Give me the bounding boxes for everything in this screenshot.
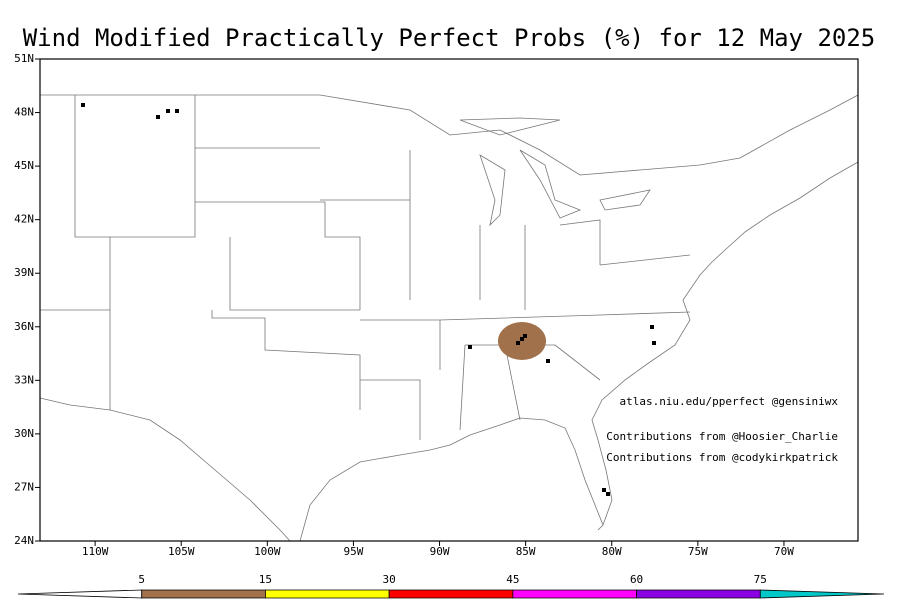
colorbar-label: 60 — [630, 573, 643, 586]
y-tick-label: 30N — [14, 427, 34, 440]
x-tick-label: 75W — [688, 545, 708, 558]
colorbar-segment — [512, 589, 637, 599]
colorbar-segment — [17, 589, 143, 599]
report — [166, 109, 170, 113]
x-tick-label: 110W — [82, 545, 109, 558]
x-tick-label: 80W — [602, 545, 622, 558]
report — [81, 103, 85, 107]
y-tick-label: 42N — [14, 213, 34, 226]
colorbar-label: 5 — [138, 573, 145, 586]
colorbar-segment — [388, 589, 514, 599]
colorbar-label: 30 — [383, 573, 396, 586]
y-tick-label: 33N — [14, 373, 34, 386]
report — [468, 345, 472, 349]
x-tick-label: 70W — [774, 545, 794, 558]
report — [520, 337, 524, 341]
map-area — [39, 58, 859, 542]
title: Wind Modified Practically Perfect Probs … — [23, 24, 876, 52]
report — [546, 359, 550, 363]
y-tick-label: 27N — [14, 480, 34, 493]
report — [156, 115, 160, 119]
great-lakes — [459, 117, 651, 227]
report — [652, 341, 656, 345]
map-frame — [39, 58, 859, 542]
colorbar-label: 75 — [754, 573, 767, 586]
y-tick-label: 51N — [14, 52, 34, 65]
y-tick-label: 48N — [14, 106, 34, 119]
credit: Contributions from @Hoosier_Charlie — [606, 430, 838, 443]
credit: atlas.niu.edu/pperfect @gensiniwx — [619, 395, 838, 408]
colorbar-segment — [759, 589, 885, 599]
y-tick-label: 36N — [14, 320, 34, 333]
x-tick-label: 100W — [254, 545, 281, 558]
report — [516, 341, 520, 345]
report — [606, 492, 610, 496]
report — [523, 334, 527, 338]
map-background — [40, 59, 858, 541]
credit: Contributions from @codykirkpatrick — [606, 451, 838, 464]
x-tick-label: 90W — [430, 545, 450, 558]
x-tick-label: 85W — [516, 545, 536, 558]
state-lines — [40, 95, 691, 440]
x-tick-label: 95W — [343, 545, 363, 558]
colorbar-segment — [141, 589, 266, 599]
report — [650, 325, 654, 329]
y-tick-label: 39N — [14, 266, 34, 279]
colorbar-segment — [265, 589, 390, 599]
y-tick-label: 24N — [14, 534, 34, 547]
colorbar-label: 45 — [506, 573, 519, 586]
report — [602, 488, 606, 492]
report — [175, 109, 179, 113]
colorbar-segment — [636, 589, 761, 599]
y-tick-label: 45N — [14, 159, 34, 172]
coastline — [39, 161, 859, 542]
x-tick-label: 105W — [168, 545, 195, 558]
canada-border — [40, 94, 859, 176]
colorbar-label: 15 — [259, 573, 272, 586]
reports — [81, 103, 656, 496]
